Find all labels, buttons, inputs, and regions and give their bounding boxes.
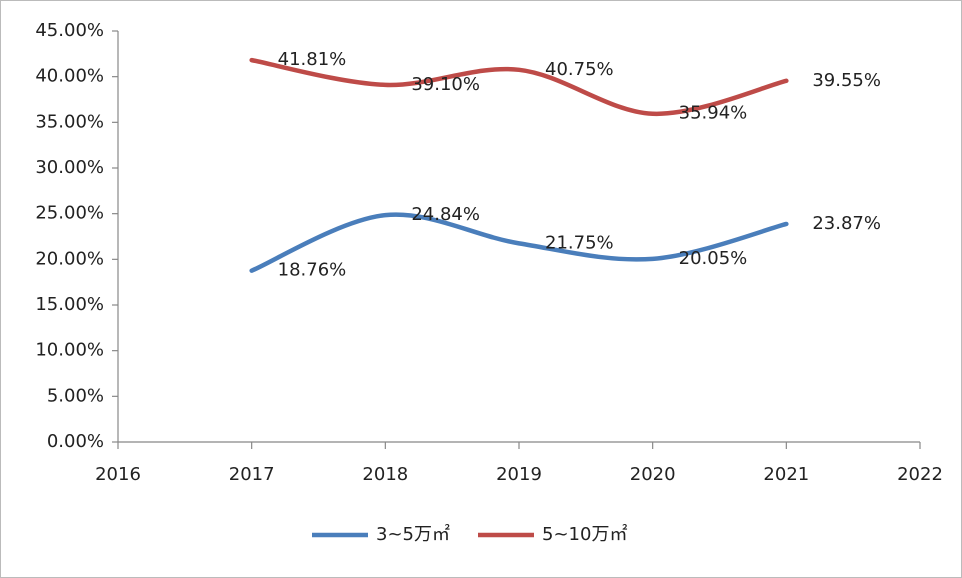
y-tick-label: 0.00% bbox=[47, 431, 104, 452]
x-tick-label: 2022 bbox=[897, 464, 943, 485]
data-label: 40.75% bbox=[545, 59, 614, 80]
x-tick-label: 2016 bbox=[95, 464, 141, 485]
data-label: 23.87% bbox=[812, 213, 881, 234]
data-label: 41.81% bbox=[278, 49, 347, 70]
y-tick-label: 20.00% bbox=[35, 248, 104, 269]
legend-label: 3~5万㎡ bbox=[376, 523, 450, 545]
data-label: 20.05% bbox=[679, 248, 748, 269]
x-tick-label: 2018 bbox=[362, 464, 408, 485]
series-line bbox=[249, 212, 789, 273]
x-tick-label: 2021 bbox=[763, 464, 809, 485]
y-tick-label: 25.00% bbox=[35, 203, 104, 224]
data-label: 24.84% bbox=[411, 204, 480, 225]
data-label: 35.94% bbox=[679, 103, 748, 124]
legend-label: 5~10万㎡ bbox=[542, 523, 627, 545]
y-tick-label: 45.00% bbox=[35, 20, 104, 41]
data-label: 18.76% bbox=[278, 260, 347, 281]
y-tick-label: 35.00% bbox=[35, 111, 104, 132]
y-tick-label: 15.00% bbox=[35, 294, 104, 315]
y-tick-label: 10.00% bbox=[35, 340, 104, 361]
x-tick-label: 2020 bbox=[630, 464, 676, 485]
data-label: 39.10% bbox=[411, 74, 480, 95]
y-tick-label: 5.00% bbox=[47, 385, 104, 406]
y-tick-label: 30.00% bbox=[35, 157, 104, 178]
x-tick-label: 2017 bbox=[229, 464, 275, 485]
data-label: 21.75% bbox=[545, 232, 614, 253]
y-tick-label: 40.00% bbox=[35, 66, 104, 87]
x-tick-label: 2019 bbox=[496, 464, 542, 485]
series-line bbox=[249, 57, 789, 117]
data-label: 39.55% bbox=[812, 70, 881, 91]
